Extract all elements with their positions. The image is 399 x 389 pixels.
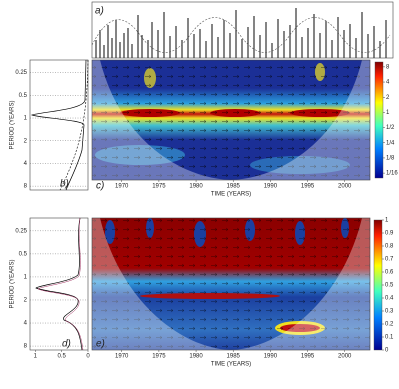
y-axis-label: PERIOD (YEARS) <box>10 100 16 149</box>
colorbar-tick-label: 8 <box>386 64 390 70</box>
colorbar-tick-label: 1 <box>385 218 389 224</box>
colorbar-tick-label: 0.1 <box>385 335 394 341</box>
x-tick-label: 0 <box>86 354 90 360</box>
x-tick-label: 1975 <box>152 184 166 190</box>
colorbar-tick-label: 2 <box>386 95 390 101</box>
panel-label: d) <box>62 339 71 350</box>
x-tick-label: 0.5 <box>57 354 66 360</box>
colorbar <box>374 61 384 179</box>
x-tick-label: 2000 <box>338 354 352 360</box>
y-tick-label: 2 <box>24 138 28 144</box>
panel-label: a) <box>95 6 104 17</box>
global-spectrum <box>29 59 89 191</box>
y-tick-label: 1 <box>24 116 28 122</box>
wavelet-coherence <box>91 217 371 351</box>
panel-label: e) <box>96 339 105 350</box>
y-tick-label: 8 <box>24 344 28 350</box>
y-tick-label: 4 <box>24 161 28 167</box>
colorbar-tick-label: 0.5 <box>385 283 394 289</box>
y-tick-label: 4 <box>24 321 28 327</box>
colorbar-tick-label: 1 <box>386 110 390 116</box>
global-coherence <box>29 217 89 351</box>
x-tick-label: 1995 <box>301 354 315 360</box>
y-tick-label: 0.5 <box>19 251 28 257</box>
colorbar-tick-label: 0.2 <box>385 322 394 328</box>
panel-label: b) <box>60 179 69 190</box>
x-tick-label: 1 <box>34 354 38 360</box>
x-tick-label: 1970 <box>115 354 129 360</box>
x-axis-label: TIME (YEARS) <box>211 362 251 368</box>
y-axis-label: PERIOD (YEARS) <box>10 259 16 308</box>
colorbar-tick-label: 0.9 <box>385 231 394 237</box>
y-tick-label: 2 <box>24 298 28 304</box>
x-tick-label: 2000 <box>338 184 352 190</box>
colorbar <box>373 219 383 351</box>
colorbar-tick-label: 1/2 <box>386 125 395 131</box>
colorbar-tick-label: 1/4 <box>386 140 395 146</box>
y-tick-label: 8 <box>24 184 28 190</box>
colorbar-tick-label: 4 <box>386 80 390 86</box>
colorbar-tick-label: 0.4 <box>385 296 394 302</box>
x-tick-label: 1990 <box>264 354 278 360</box>
colorbar-tick-label: 1/16 <box>386 171 398 177</box>
colorbar-tick-label: 1/8 <box>386 156 395 162</box>
colorbar-tick-label: 0.7 <box>385 257 394 263</box>
x-tick-label: 1980 <box>189 184 203 190</box>
x-axis-label: TIME (YEARS) <box>211 192 251 198</box>
y-tick-label: 0.25 <box>15 228 27 234</box>
colorbar-tick-label: 0.6 <box>385 270 394 276</box>
x-tick-label: 1975 <box>152 354 166 360</box>
y-tick-label: 0.5 <box>19 93 28 99</box>
colorbar-tick-label: 0 <box>385 348 389 354</box>
colorbar-tick-label: 0.8 <box>385 244 394 250</box>
x-tick-label: 1980 <box>189 354 203 360</box>
y-tick-label: 1 <box>24 275 28 281</box>
x-tick-label: 1985 <box>227 184 241 190</box>
wavelet-power <box>91 59 371 181</box>
y-tick-label: 0.25 <box>15 70 27 76</box>
panel-label: c) <box>96 181 104 192</box>
x-tick-label: 1970 <box>115 184 129 190</box>
colorbar-tick-label: 0.3 <box>385 309 394 315</box>
time-series <box>91 1 394 59</box>
x-tick-label: 1995 <box>301 184 315 190</box>
x-tick-label: 1985 <box>227 354 241 360</box>
x-tick-label: 1990 <box>264 184 278 190</box>
